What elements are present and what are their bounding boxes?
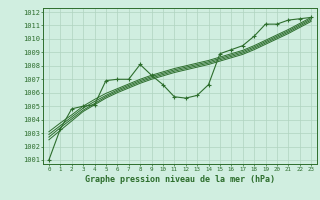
X-axis label: Graphe pression niveau de la mer (hPa): Graphe pression niveau de la mer (hPa) — [85, 175, 275, 184]
